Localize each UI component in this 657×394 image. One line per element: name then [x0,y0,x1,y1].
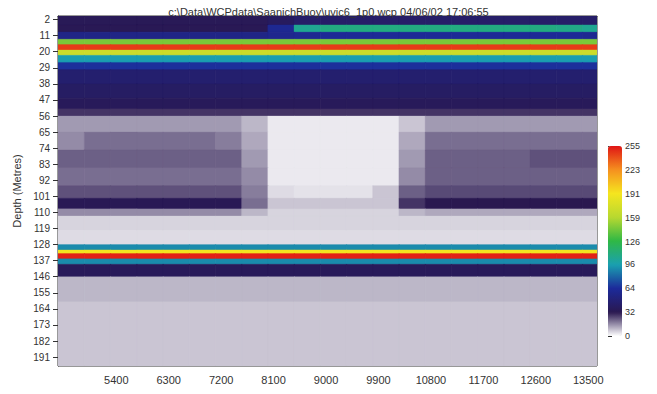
svg-text:11: 11 [40,30,51,41]
svg-text:83: 83 [39,159,51,170]
svg-text:173: 173 [33,319,50,330]
svg-text:12600: 12600 [521,374,552,386]
svg-text:32: 32 [625,307,635,317]
svg-text:47: 47 [39,94,51,105]
svg-text:126: 126 [625,237,640,247]
svg-text:223: 223 [625,165,640,175]
svg-text:20: 20 [39,46,51,57]
svg-text:2: 2 [44,14,50,25]
svg-text:64: 64 [625,283,635,293]
svg-text:9000: 9000 [314,374,338,386]
svg-text:110: 110 [34,207,50,218]
svg-text:96: 96 [625,259,635,269]
svg-text:10800: 10800 [416,374,447,386]
svg-text:137: 137 [33,255,50,266]
svg-text:182: 182 [33,336,50,347]
svg-text:191: 191 [33,352,50,363]
svg-text:191: 191 [625,189,640,199]
svg-text:92: 92 [39,175,51,186]
svg-text:146: 146 [33,271,50,282]
svg-text:0: 0 [625,331,630,341]
svg-text:7200: 7200 [209,374,233,386]
svg-text:155: 155 [33,287,50,298]
svg-text:65: 65 [39,127,51,138]
svg-text:13500: 13500 [573,374,604,386]
svg-text:8100: 8100 [261,374,285,386]
svg-text:6300: 6300 [156,374,180,386]
svg-text:c:\Data\WCPdata\SaanichBuoy\uv: c:\Data\WCPdata\SaanichBuoy\uvic6_1p0.wc… [168,6,488,18]
svg-text:5400: 5400 [104,374,128,386]
svg-text:101: 101 [33,191,50,202]
svg-text:119: 119 [34,223,50,234]
svg-text:Depth (Metres): Depth (Metres) [11,154,23,227]
svg-text:56: 56 [39,111,51,122]
svg-text:255: 255 [625,141,640,151]
svg-text:9900: 9900 [366,374,390,386]
svg-text:159: 159 [625,213,640,223]
svg-text:128: 128 [33,239,50,250]
svg-text:29: 29 [39,62,51,73]
svg-text:11700: 11700 [468,374,498,386]
svg-text:74: 74 [39,143,51,154]
svg-text:164: 164 [33,303,50,314]
svg-text:38: 38 [39,78,51,89]
